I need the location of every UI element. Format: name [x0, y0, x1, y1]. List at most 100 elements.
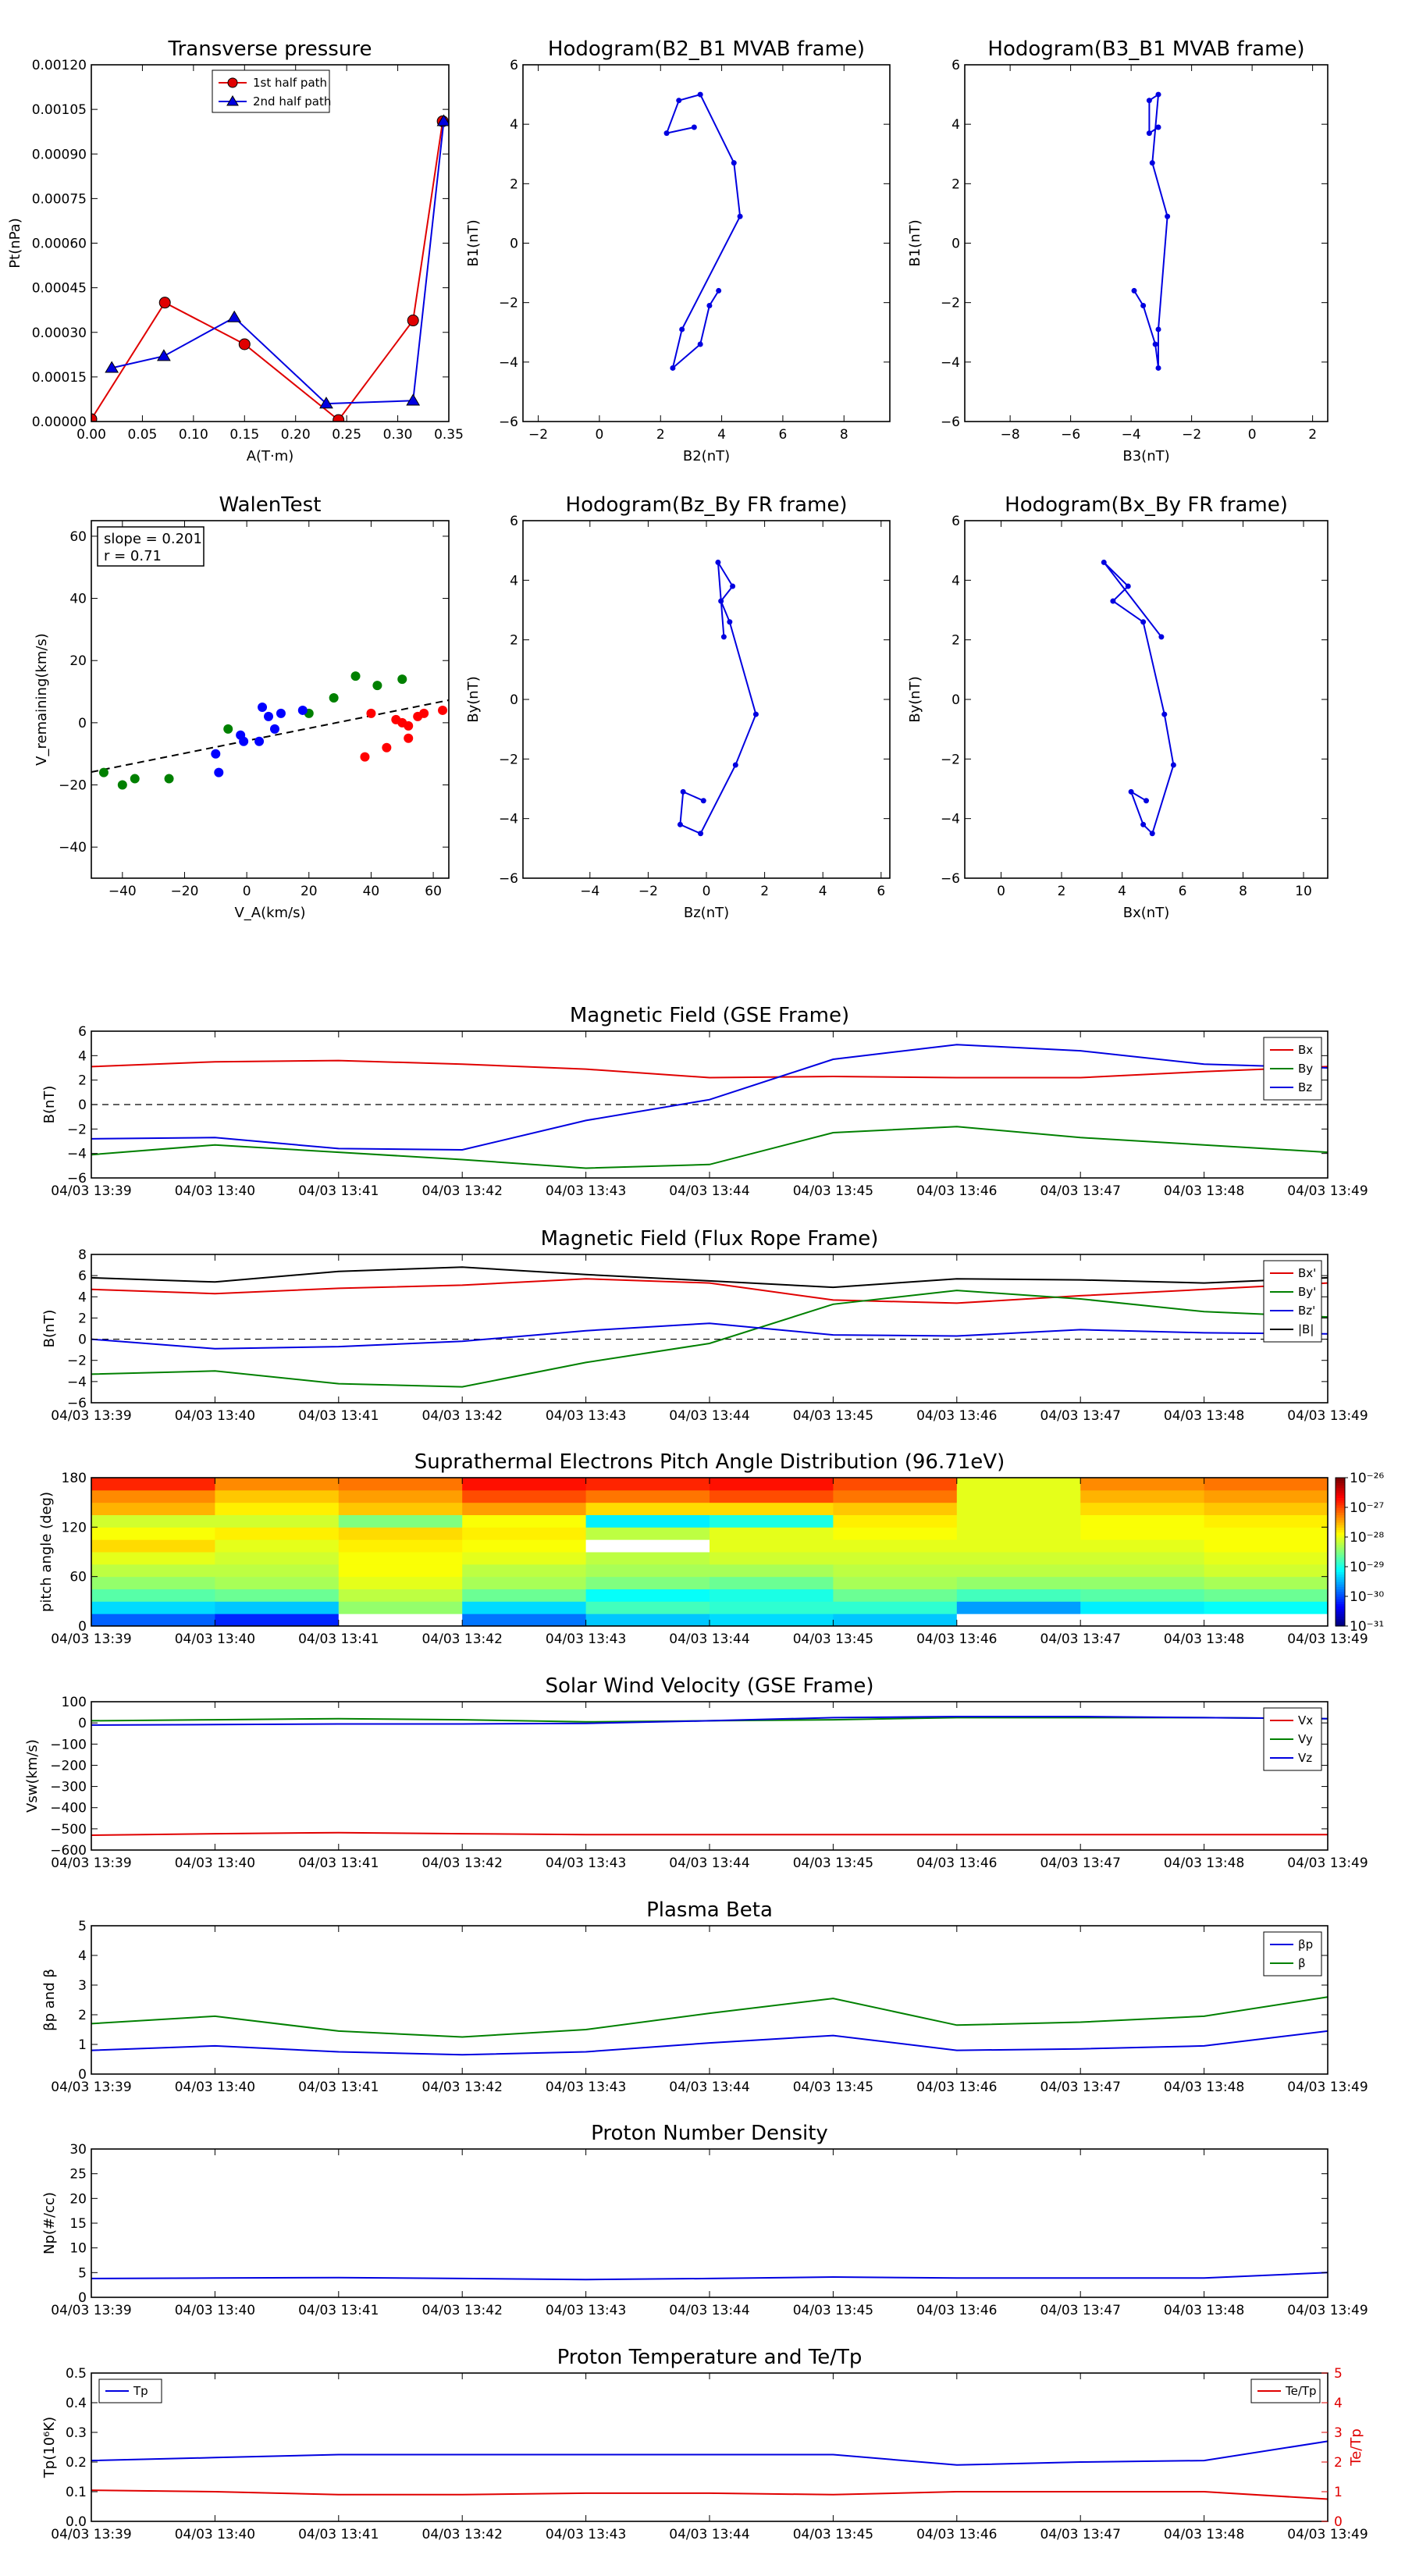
plot-frame — [91, 520, 450, 879]
heatmap-cell — [833, 1614, 958, 1627]
colorbar-step — [1336, 1507, 1345, 1510]
x-tick-label: −8 — [1001, 427, 1020, 443]
heatmap-cell — [215, 1478, 340, 1491]
heatmap-cell — [462, 1589, 587, 1602]
x-tick-label: 04/03 13:47 — [1040, 2527, 1121, 2542]
x-tick-label: 04/03 13:48 — [1164, 2080, 1244, 2095]
data-point — [1128, 788, 1134, 795]
heatmap-cell — [1204, 1601, 1329, 1614]
y-tick-label: 0.00060 — [32, 237, 87, 252]
heatmap-cell — [1204, 1502, 1329, 1515]
chart-title: Plasma Beta — [646, 1898, 773, 1922]
data-point — [1101, 559, 1107, 565]
x-tick-label: 04/03 13:45 — [793, 1856, 873, 1871]
data-point — [1140, 619, 1147, 625]
data-point — [1140, 821, 1147, 827]
data-point — [130, 774, 140, 784]
x-axis-label: Bx(nT) — [1123, 905, 1169, 921]
heatmap-cell — [215, 1527, 340, 1540]
x-tick-label: 0.15 — [229, 427, 259, 443]
y-tick-label: 4 — [78, 1290, 87, 1305]
x-tick-label: 04/03 13:41 — [298, 1408, 379, 1424]
y-tick-label: −40 — [59, 840, 87, 856]
x-tick-label: 04/03 13:46 — [916, 2080, 997, 2095]
heatmap-cell — [91, 1576, 215, 1589]
data-point — [680, 788, 686, 795]
heatmap-cell — [338, 1514, 463, 1528]
heatmap-cell — [215, 1564, 340, 1578]
x-tick-label: 6 — [877, 884, 885, 899]
legend-label: Bx — [1298, 1043, 1313, 1057]
colorbar-tick-label: 10⁻²⁹ — [1350, 1560, 1384, 1575]
series-line-2 — [91, 1322, 1329, 1350]
x-axis-label: A(T·m) — [247, 448, 294, 464]
heatmap-cell — [338, 1502, 463, 1515]
colorbar-step — [1336, 1489, 1345, 1493]
y-tick-label: 4 — [510, 573, 518, 589]
data-point — [1165, 213, 1171, 219]
legend-label: Te/Tp — [1285, 2384, 1317, 2398]
y-tick-label-right: 4 — [1334, 2396, 1343, 2411]
y-tick-label: 6 — [78, 1024, 87, 1040]
colorbar-step — [1336, 1497, 1345, 1501]
x-tick-label: 2 — [1058, 884, 1066, 899]
heatmap-cell — [462, 1527, 587, 1540]
x-tick-label: 04/03 13:39 — [51, 1408, 131, 1424]
annotation-text: slope = 0.201 — [104, 531, 202, 547]
y-tick-label: 2 — [78, 1311, 87, 1326]
data-point — [157, 349, 171, 361]
data-point — [329, 693, 339, 703]
y-axis-label: B1(nT) — [907, 219, 923, 266]
colorbar-step — [1336, 1599, 1345, 1602]
x-tick-label: −2 — [528, 427, 548, 443]
data-point — [691, 124, 697, 130]
x-tick-label: 04/03 13:45 — [793, 2527, 873, 2542]
heatmap-cell — [462, 1489, 587, 1503]
heatmap-cell — [710, 1478, 834, 1491]
colorbar-step — [1336, 1591, 1345, 1595]
colorbar-step — [1336, 1512, 1345, 1516]
heatmap-cell — [462, 1614, 587, 1627]
heatmap-cell — [956, 1539, 1081, 1553]
series-line-1 — [91, 1996, 1329, 2038]
x-tick-label: 0.00 — [76, 427, 106, 443]
heatmap-cell — [462, 1564, 587, 1578]
x-tick-label: 60 — [425, 884, 442, 899]
x-tick-label: 04/03 13:47 — [1040, 2303, 1121, 2318]
chart-hodogram-b2-b1: −6 −4 −2 0 2 4 6 −2 0 2 4 6 8 Hodogram(B2_B1 MVAB fra… — [465, 37, 891, 464]
series-line-0 — [665, 93, 742, 371]
x-tick-label: 04/03 13:39 — [51, 1856, 131, 1871]
heatmap-cell — [1080, 1478, 1205, 1491]
plot-area — [91, 671, 449, 790]
x-tick-label: 04/03 13:49 — [1287, 1856, 1368, 1871]
y-tick-label: 0 — [78, 1716, 87, 1731]
colorbar-step — [1336, 1517, 1345, 1521]
x-tick-label: 2 — [656, 427, 665, 443]
colorbar-step — [1336, 1584, 1345, 1587]
heatmap-cell — [91, 1514, 215, 1528]
heatmap-cell — [833, 1576, 958, 1589]
heatmap-cell — [91, 1601, 215, 1614]
data-point — [1149, 160, 1155, 166]
x-tick-label: 04/03 13:47 — [1040, 2080, 1121, 2095]
x-tick-label: 04/03 13:45 — [793, 1631, 873, 1647]
data-point — [706, 302, 713, 308]
colorbar-step — [1336, 1569, 1345, 1572]
y-axis-label: βp and β — [41, 1969, 58, 2031]
data-point — [670, 365, 676, 371]
x-tick-label: 04/03 13:41 — [298, 2080, 379, 2095]
data-point — [214, 767, 224, 777]
legend-label: βp — [1298, 1937, 1313, 1952]
data-point — [1155, 91, 1161, 98]
heatmap-cell — [1204, 1614, 1329, 1627]
data-point — [238, 338, 251, 350]
heatmap-cell — [585, 1489, 710, 1503]
heatmap-cell — [710, 1589, 834, 1602]
heatmap-cell — [1080, 1564, 1205, 1578]
plot-frame — [522, 64, 891, 422]
data-point — [297, 705, 308, 715]
colorbar-step — [1336, 1546, 1345, 1550]
y-tick-label: 0.00000 — [32, 415, 87, 430]
y-tick-label: −2 — [67, 1122, 87, 1137]
y-tick-label: −4 — [67, 1375, 87, 1390]
